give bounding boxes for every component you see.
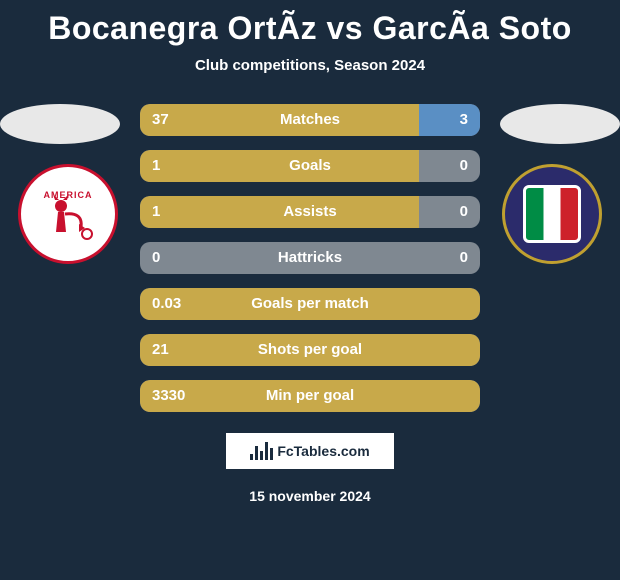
brand-logo: FcTables.com	[225, 432, 395, 470]
stat-row: 21Shots per goal	[140, 334, 480, 366]
page-title: Bocanegra OrtÃz vs GarcÃa Soto	[0, 0, 620, 47]
club-badge-right: ★	[502, 164, 602, 264]
club-badge-left: AMERICA	[18, 164, 118, 264]
stat-row: 0.03Goals per match	[140, 288, 480, 320]
stat-row: 37Matches3	[140, 104, 480, 136]
club-badge-left-label: AMERICA	[43, 190, 93, 200]
stat-row: 3330Min per goal	[140, 380, 480, 412]
stat-label: Hattricks	[140, 242, 480, 274]
stat-rows: 37Matches31Goals01Assists00Hattricks00.0…	[140, 104, 480, 412]
stat-row: 1Goals0	[140, 150, 480, 182]
stat-label: Matches	[140, 104, 480, 136]
stats-area: AMERICA ★ 37Matches31Goals01Assists00Hat…	[0, 104, 620, 412]
stat-label: Goals per match	[140, 288, 480, 320]
stat-label: Assists	[140, 196, 480, 228]
bar-chart-icon	[250, 442, 273, 460]
shield-icon: ★	[523, 185, 581, 243]
stat-value-right: 3	[460, 104, 468, 136]
star-icon: ★	[545, 204, 559, 224]
stat-row: 0Hattricks0	[140, 242, 480, 274]
stat-value-right: 0	[460, 150, 468, 182]
stat-row: 1Assists0	[140, 196, 480, 228]
brand-text: FcTables.com	[277, 443, 369, 459]
stat-label: Shots per goal	[140, 334, 480, 366]
stat-label: Min per goal	[140, 380, 480, 412]
page-subtitle: Club competitions, Season 2024	[0, 57, 620, 74]
player-photo-right	[500, 104, 620, 144]
footer-date: 15 november 2024	[0, 488, 620, 504]
player-photo-left	[0, 104, 120, 144]
stat-value-right: 0	[460, 242, 468, 274]
stat-value-right: 0	[460, 196, 468, 228]
stat-label: Goals	[140, 150, 480, 182]
